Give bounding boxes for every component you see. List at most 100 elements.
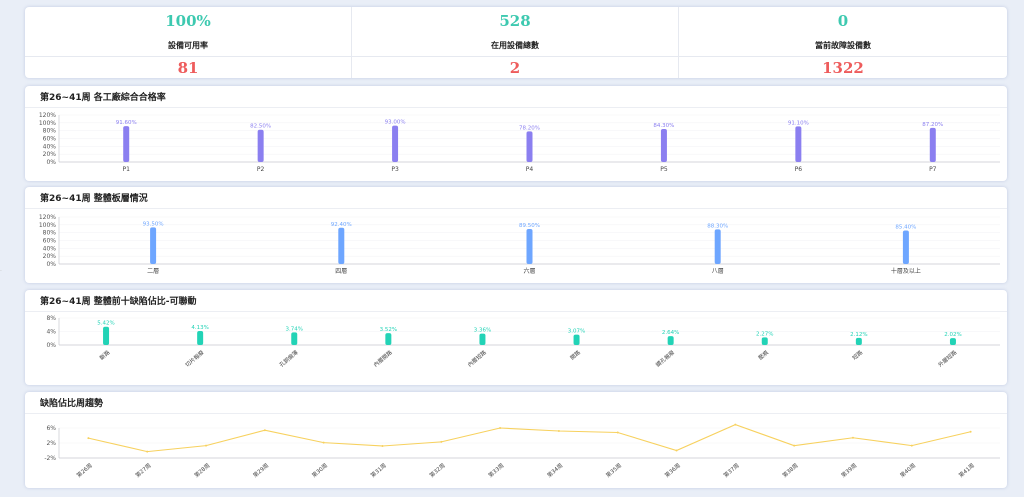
bar xyxy=(150,227,157,264)
y-tick-label: 80% xyxy=(43,128,57,135)
x-tick-label: 第28周 xyxy=(192,461,211,479)
data-label: 3.36% xyxy=(474,328,491,334)
trend-point xyxy=(205,444,208,447)
data-label: 3.52% xyxy=(380,327,397,333)
x-tick-label: 第32周 xyxy=(428,461,447,479)
divider xyxy=(25,413,1007,414)
bar xyxy=(667,336,674,345)
data-label: 92.40% xyxy=(331,222,352,228)
x-tick-label: P1 xyxy=(122,166,130,173)
defect-trend-card: 缺陷佔比周趨勢 -2% 2% 6% 第26周 第27周 第28周 第29周 第30周 第31周 第… xyxy=(25,392,1007,488)
kpi-equipment-in-use: 528 在用設備總數 xyxy=(352,7,679,57)
data-label: 93.00% xyxy=(385,120,406,126)
trend-point xyxy=(263,429,266,432)
y-tick-label: 60% xyxy=(43,238,57,245)
y-tick-label: 40% xyxy=(43,143,57,150)
data-label: 2.12% xyxy=(850,332,867,338)
x-tick-label: 內層短路 xyxy=(466,348,488,369)
bar xyxy=(123,126,130,162)
board-layer-chart: 0%20%40%60%80%100%120% 93.50% 二層 92.40% 四層 89… xyxy=(39,214,1000,275)
x-tick-label: 壓痕 xyxy=(756,348,770,362)
bar xyxy=(103,326,110,345)
bar xyxy=(573,334,580,345)
trend-point xyxy=(851,436,854,439)
bar xyxy=(949,338,956,345)
x-tick-label: 第36周 xyxy=(663,461,682,479)
y-tick-label: 120% xyxy=(39,112,56,119)
x-tick-label: 短路 xyxy=(851,348,865,362)
y-tick-label: -2% xyxy=(44,455,56,462)
trend-point xyxy=(557,430,560,432)
x-tick-label: 外層短路 xyxy=(936,348,958,369)
x-tick-label: P2 xyxy=(257,166,265,173)
x-tick-label: 第30周 xyxy=(310,461,329,479)
top-defects-card: 第26~41周 整體前十缺陷佔比-可聯動 0% 4% 8% 5.42% 斷路 4.13% 切… xyxy=(25,290,1007,385)
trend-point xyxy=(616,431,619,434)
kpi-label: 設備可用率 xyxy=(168,41,208,50)
divider xyxy=(25,311,1007,312)
x-tick-label: 十層及以上 xyxy=(891,267,921,275)
data-label: 3.07% xyxy=(568,329,585,335)
trend-point xyxy=(910,444,913,447)
bar xyxy=(291,332,298,345)
x-tick-label: 第33周 xyxy=(486,461,505,479)
y-tick-label: 100% xyxy=(39,120,56,127)
kpi-secondary-value: 81 xyxy=(177,59,199,77)
kpi-label: 當前故障設備數 xyxy=(815,41,871,50)
y-tick-label: 100% xyxy=(39,222,56,229)
x-tick-label: 二層 xyxy=(147,268,159,275)
trend-point xyxy=(87,437,90,440)
board-layer-card: 第26~41周 整體板層情況 0% 20% 40% 60% 80% 100% 120% 93.… xyxy=(25,187,1007,283)
data-label: 4.13% xyxy=(191,325,208,331)
bar xyxy=(660,128,667,162)
x-tick-label: 孔銅偏薄 xyxy=(278,348,300,369)
trend-point xyxy=(381,445,384,447)
y-tick-label: 8% xyxy=(46,315,56,322)
y-tick-label: 60% xyxy=(43,136,57,143)
x-tick-label: P4 xyxy=(526,166,534,173)
data-label: 2.02% xyxy=(944,332,961,338)
x-tick-label: P3 xyxy=(391,166,399,173)
defect-trend-chart: -2% 2% 6% 第26周 第27周 第28周 第29周 第30周 第31周 第32周 第33周 第… xyxy=(44,423,1000,479)
kpi-equipment-availability: 100% 設備可用率 xyxy=(25,7,352,57)
data-label: 85.40% xyxy=(895,225,916,231)
y-tick-label: 80% xyxy=(43,230,57,237)
x-tick-label: 第26周 xyxy=(75,461,94,479)
trend-point xyxy=(499,427,502,429)
data-label: 91.10% xyxy=(788,120,809,126)
top-defects-chart: 0% 4% 8% 5.42% 斷路 4.13% 切片報廢 3.74% 孔銅偏薄 3.52% 內層開路… xyxy=(46,315,1000,369)
trend-point xyxy=(322,441,325,444)
data-label: 3.74% xyxy=(286,326,303,332)
trend-point xyxy=(675,449,678,452)
bar xyxy=(392,125,399,162)
kpi-value: 0 xyxy=(837,12,849,30)
kpi-secondary-2: 2 xyxy=(352,57,679,78)
data-label: 78.20% xyxy=(519,125,540,131)
kpi-secondary-3: 1322 xyxy=(679,57,1007,78)
data-label: 84.30% xyxy=(653,123,674,129)
x-tick-label: 六層 xyxy=(523,267,535,275)
data-label: 87.20% xyxy=(922,122,943,128)
y-tick-label: 0% xyxy=(46,159,56,166)
x-tick-label: 第40周 xyxy=(898,461,917,479)
data-label: 82.50% xyxy=(250,124,271,130)
bar xyxy=(479,333,486,345)
trend-line xyxy=(88,424,971,453)
data-label: 93.50% xyxy=(143,221,164,227)
x-tick-label: 第41周 xyxy=(957,461,976,479)
x-tick-label: 第34周 xyxy=(545,461,564,479)
x-tick-label: 四層 xyxy=(335,268,347,275)
data-label: 5.42% xyxy=(97,321,114,327)
bar xyxy=(795,126,802,162)
bar xyxy=(761,337,768,345)
x-tick-label: 切片報廢 xyxy=(183,348,205,369)
y-tick-label: 20% xyxy=(43,253,57,260)
trend-point xyxy=(969,430,972,433)
y-tick-label: 6% xyxy=(46,425,56,432)
side-marker: · xyxy=(0,268,2,275)
bar xyxy=(526,228,533,264)
x-tick-label: P7 xyxy=(929,166,937,173)
chart-title: 第26~41周 整體板層情況 xyxy=(40,194,148,204)
x-tick-label: 開路 xyxy=(568,348,582,362)
x-tick-label: 內層開路 xyxy=(372,348,394,369)
